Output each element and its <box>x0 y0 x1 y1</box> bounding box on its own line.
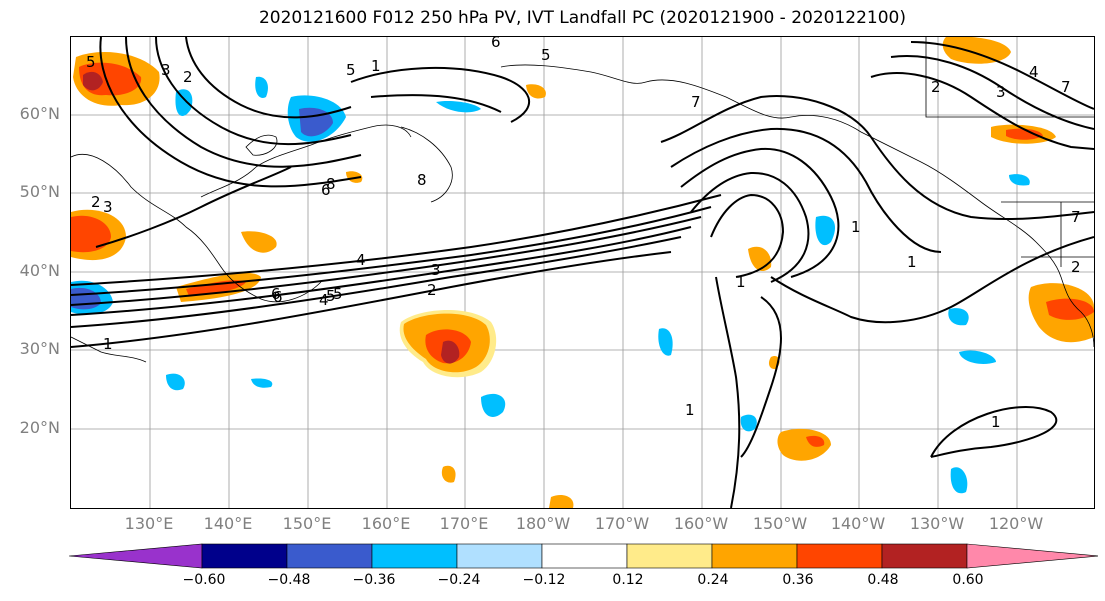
contour-label: 5 <box>326 287 336 305</box>
lon-label-170e: 170°E <box>439 514 489 533</box>
lon-label-150e: 150°E <box>282 514 332 533</box>
contour-labels: 1 2 3 4 5 6 7 1 2 3 4 5 6 7 1 1 1 1 6 4 … <box>86 37 1081 431</box>
map-panel: 1 2 3 4 5 6 7 1 2 3 4 5 6 7 1 1 1 1 6 4 … <box>70 36 1095 509</box>
contour-label: 8 <box>417 171 427 189</box>
contour-label: 1 <box>991 413 1001 431</box>
colorbar-segment <box>371 543 458 569</box>
lon-label-140e: 140°E <box>203 514 253 533</box>
colorbar-tick-label: 0.60 <box>952 572 984 588</box>
contour-label: 1 <box>907 253 917 271</box>
colorbar-tick-label: −0.12 <box>522 572 566 588</box>
contour-label: 8 <box>326 175 336 193</box>
contour-label: 3 <box>161 61 171 79</box>
pv-contours <box>71 37 1094 508</box>
map-title: 2020121600 F012 250 hPa PV, IVT Landfall… <box>258 8 906 28</box>
contour-label: 7 <box>691 93 701 111</box>
contour-label: 6 <box>273 288 283 306</box>
contour-label: 6 <box>271 285 281 303</box>
contour-label: 1 <box>103 335 113 353</box>
lon-label-140w: 140°W <box>830 514 886 533</box>
contour-label: 1 <box>685 401 695 419</box>
lat-label-20n: 20°N <box>19 418 60 437</box>
colorbar <box>68 543 1098 569</box>
lon-label-170w: 170°W <box>594 514 650 533</box>
colorbar-segment <box>286 543 373 569</box>
lon-label-160e: 160°E <box>361 514 411 533</box>
contour-label: 3 <box>996 83 1006 101</box>
contour-label: 2 <box>931 78 941 96</box>
lat-label-40n: 40°N <box>19 261 60 280</box>
contour-label: 1 <box>851 218 861 236</box>
contour-label: 1 <box>371 57 381 75</box>
contour-label: 3 <box>103 198 113 216</box>
colorbar-segment <box>626 543 713 569</box>
contour-label: 1 <box>736 273 746 291</box>
lat-label-30n: 30°N <box>19 339 60 358</box>
lon-label-130e: 130°E <box>124 514 174 533</box>
colorbar-segment <box>966 543 1098 569</box>
contour-label: 5 <box>86 53 96 71</box>
colorbar-tick-label: −0.48 <box>267 572 311 588</box>
lon-label-180w: 180°W <box>515 514 571 533</box>
colorbar-segment <box>201 543 288 569</box>
contour-label: 4 <box>1029 63 1039 81</box>
graticule <box>71 37 1094 508</box>
contour-label: 7 <box>1061 78 1071 96</box>
lon-label-160w: 160°W <box>673 514 729 533</box>
contour-label: 7 <box>1071 208 1081 226</box>
colorbar-segment <box>796 543 883 569</box>
colorbar-tick-label: 0.36 <box>782 572 814 588</box>
lat-label-60n: 60°N <box>19 104 60 123</box>
map-svg: 1 2 3 4 5 6 7 1 2 3 4 5 6 7 1 1 1 1 6 4 … <box>71 37 1094 508</box>
colorbar-tick-label: −0.24 <box>437 572 481 588</box>
contour-label: 2 <box>427 281 437 299</box>
colorbar-tick-label: 0.24 <box>697 572 729 588</box>
colorbar-tick-label: 0.12 <box>612 572 644 588</box>
lon-label-150w: 150°W <box>752 514 808 533</box>
colorbar-tick-label: −0.36 <box>352 572 396 588</box>
contour-label: 5 <box>346 61 356 79</box>
contour-label: 2 <box>1071 258 1081 276</box>
lat-label-50n: 50°N <box>19 182 60 201</box>
contour-label: 3 <box>431 261 441 279</box>
contour-label: 4 <box>356 251 366 269</box>
coastlines <box>71 37 1094 363</box>
colorbar-tick-label: −0.60 <box>182 572 226 588</box>
colorbar-tick-label: 0.48 <box>867 572 899 588</box>
colorbar-segment <box>881 543 968 569</box>
contour-label: 5 <box>541 46 551 64</box>
lon-label-130w: 130°W <box>909 514 965 533</box>
colorbar-segment <box>711 543 798 569</box>
contour-label: 6 <box>491 37 501 51</box>
colorbar-segment <box>456 543 543 569</box>
ivt-patches <box>71 37 1094 508</box>
contour-label: 2 <box>91 193 101 211</box>
contour-label: 2 <box>183 68 193 86</box>
colorbar-segment <box>68 543 203 569</box>
lon-label-120w: 120°W <box>988 514 1044 533</box>
contour-label: 5 <box>333 285 343 303</box>
contour-label: 4 <box>319 291 329 309</box>
colorbar-segment <box>541 543 628 569</box>
contour-label: 6 <box>321 181 331 199</box>
